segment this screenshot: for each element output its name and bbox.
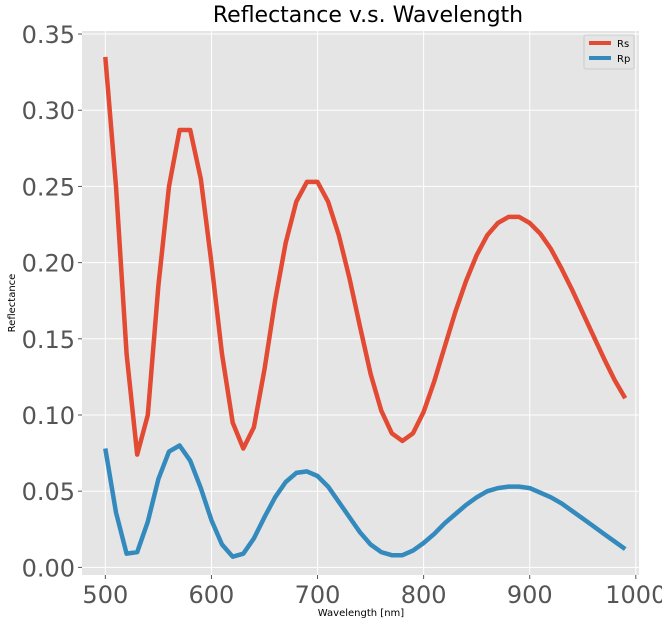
series-lines xyxy=(103,56,628,559)
x-axis-label: Wavelength [nm] xyxy=(318,608,404,619)
x-tick-label: 600 xyxy=(189,581,235,609)
plot-area xyxy=(82,31,639,575)
x-tick-label: 1000 xyxy=(605,581,662,609)
chart-title: Reflectance v.s. Wavelength xyxy=(213,3,523,28)
x-tick-labels: 500 600 700 800 900 1000 xyxy=(82,575,662,609)
y-axis-label: Reflectance xyxy=(7,274,18,333)
y-tick-label: 0.05 xyxy=(22,478,75,506)
x-tick-label: 700 xyxy=(295,581,341,609)
series-line-rp xyxy=(103,443,627,559)
x-tick-label: 500 xyxy=(82,581,128,609)
y-tick-label: 0.20 xyxy=(22,250,75,278)
x-tick-label: 800 xyxy=(401,581,447,609)
y-tick-label: 0.10 xyxy=(22,402,75,430)
y-tick-label: 0.25 xyxy=(22,173,75,201)
legend: Rs Rp xyxy=(583,34,635,70)
y-tick-label: 0.00 xyxy=(22,554,75,582)
legend-label-rp: Rp xyxy=(617,54,630,65)
y-tick-label: 0.30 xyxy=(22,97,75,125)
grid xyxy=(82,31,639,575)
series-line-rs xyxy=(103,56,628,457)
x-tick-label: 900 xyxy=(507,581,553,609)
y-tick-labels: 0.00 0.05 0.10 0.15 0.20 0.25 0.30 0.35 xyxy=(22,21,82,582)
y-tick-label: 0.35 xyxy=(22,21,75,49)
legend-label-rs: Rs xyxy=(617,39,629,50)
y-tick-label: 0.15 xyxy=(22,326,75,354)
